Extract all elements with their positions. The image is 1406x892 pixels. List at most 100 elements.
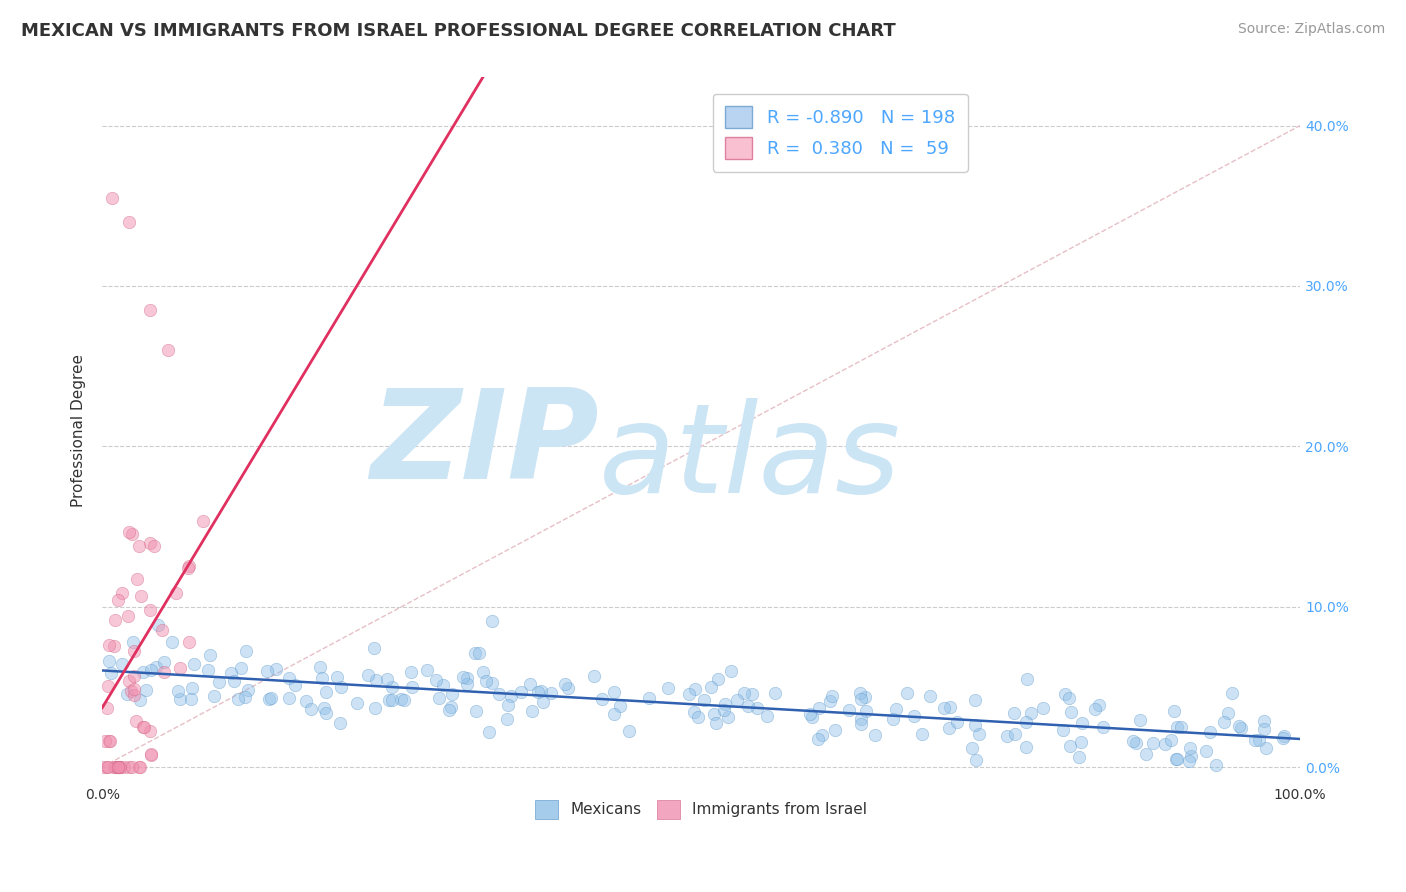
Point — [807, 731, 830, 746]
Point — [1271, 731, 1294, 745]
Point — [488, 687, 510, 701]
Point — [1164, 752, 1187, 766]
Point — [1059, 739, 1081, 753]
Point — [591, 691, 613, 706]
Point — [509, 685, 531, 699]
Point — [157, 343, 180, 357]
Point — [401, 680, 423, 694]
Point — [960, 741, 983, 756]
Point — [1059, 691, 1081, 706]
Point — [456, 677, 478, 691]
Point — [468, 646, 491, 660]
Point — [183, 657, 205, 671]
Point — [238, 683, 260, 698]
Point — [478, 725, 501, 739]
Point — [1015, 739, 1038, 754]
Point — [800, 710, 823, 724]
Point — [637, 690, 659, 705]
Point — [1142, 736, 1164, 750]
Point — [128, 760, 150, 774]
Point — [96, 760, 118, 774]
Point — [896, 685, 918, 699]
Point — [315, 685, 337, 699]
Point — [366, 673, 388, 687]
Point — [1163, 704, 1185, 718]
Point — [329, 715, 352, 730]
Point — [1088, 698, 1111, 712]
Point — [717, 709, 740, 723]
Point — [707, 672, 730, 686]
Point — [118, 525, 141, 540]
Point — [1053, 687, 1076, 701]
Point — [1227, 718, 1250, 732]
Point — [346, 697, 368, 711]
Point — [357, 668, 380, 682]
Point — [855, 704, 877, 718]
Point — [160, 635, 183, 649]
Point — [108, 760, 131, 774]
Point — [197, 663, 219, 677]
Point — [128, 760, 150, 774]
Point — [299, 701, 322, 715]
Point — [132, 720, 155, 734]
Point — [146, 617, 169, 632]
Point — [499, 689, 522, 703]
Point — [100, 666, 122, 681]
Point — [208, 674, 231, 689]
Point — [741, 687, 763, 701]
Point — [381, 680, 404, 694]
Point — [98, 734, 121, 748]
Point — [756, 708, 779, 723]
Point — [111, 657, 134, 671]
Point — [799, 707, 821, 722]
Point — [179, 635, 201, 649]
Point — [105, 760, 128, 774]
Point — [432, 678, 454, 692]
Point — [849, 717, 872, 731]
Point — [967, 727, 990, 741]
Point — [657, 681, 679, 695]
Point — [540, 686, 562, 700]
Point — [1220, 686, 1243, 700]
Point — [1135, 747, 1157, 761]
Point — [1195, 744, 1218, 758]
Point — [811, 729, 834, 743]
Point — [918, 689, 941, 703]
Point — [1015, 715, 1038, 730]
Point — [1253, 714, 1275, 728]
Point — [965, 693, 987, 707]
Point — [309, 660, 332, 674]
Point — [135, 682, 157, 697]
Point — [177, 561, 200, 575]
Point — [222, 673, 245, 688]
Point — [603, 685, 626, 699]
Point — [145, 660, 167, 674]
Point — [96, 679, 118, 693]
Point — [824, 723, 846, 738]
Text: Source: ZipAtlas.com: Source: ZipAtlas.com — [1237, 22, 1385, 37]
Point — [100, 734, 122, 748]
Point — [911, 727, 934, 741]
Point — [165, 586, 187, 600]
Point — [863, 728, 886, 742]
Point — [603, 706, 626, 721]
Point — [1166, 720, 1188, 734]
Point — [221, 666, 243, 681]
Point — [363, 641, 385, 656]
Point — [1213, 714, 1236, 729]
Point — [191, 514, 214, 528]
Point — [882, 712, 904, 726]
Point — [1178, 755, 1201, 769]
Point — [139, 302, 162, 317]
Point — [129, 589, 152, 603]
Point — [1071, 715, 1094, 730]
Point — [115, 687, 138, 701]
Point — [425, 673, 447, 687]
Point — [530, 684, 553, 698]
Point — [121, 527, 143, 541]
Point — [378, 693, 401, 707]
Point — [1247, 733, 1270, 747]
Point — [117, 608, 139, 623]
Point — [686, 710, 709, 724]
Point — [481, 614, 503, 628]
